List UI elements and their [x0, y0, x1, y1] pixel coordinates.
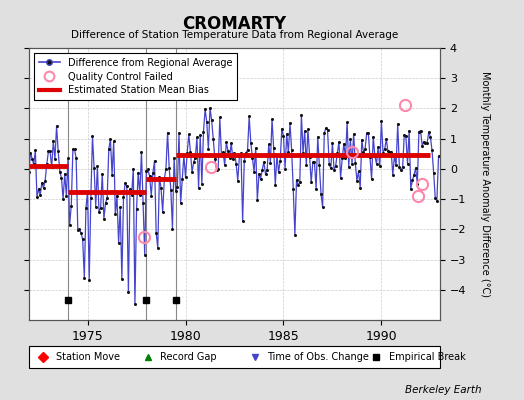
Text: Berkeley Earth: Berkeley Earth [406, 385, 482, 395]
Text: Time of Obs. Change: Time of Obs. Change [267, 352, 369, 362]
Text: Empirical Break: Empirical Break [389, 352, 465, 362]
Text: Station Move: Station Move [56, 352, 119, 362]
Bar [29, 346, 440, 368]
Y-axis label: Monthly Temperature Anomaly Difference (°C): Monthly Temperature Anomaly Difference (… [481, 71, 490, 297]
Legend: Difference from Regional Average, Quality Control Failed, Estimated Station Mean: Difference from Regional Average, Qualit… [34, 53, 237, 100]
Title: CROMARTY: CROMARTY [182, 14, 287, 32]
Text: Record Gap: Record Gap [160, 352, 217, 362]
Text: Difference of Station Temperature Data from Regional Average: Difference of Station Temperature Data f… [71, 30, 398, 40]
